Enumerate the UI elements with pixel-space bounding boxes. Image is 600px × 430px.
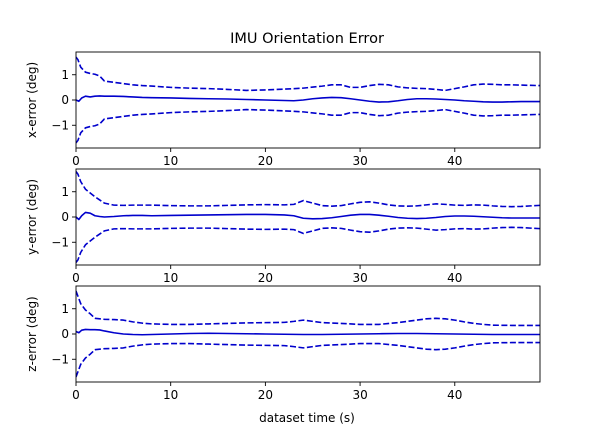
y-series-group	[76, 171, 540, 263]
y-xtick-label: 30	[352, 271, 367, 285]
z-ytick-label: −1	[51, 352, 69, 366]
z-error-panel: 0 10 20 30 40 −1 0 1 z-error (deg)	[25, 285, 541, 402]
y-ytick-label: 1	[61, 185, 69, 199]
z-ytick-label: 1	[61, 302, 69, 316]
x-ytick-label: −1	[51, 118, 69, 132]
x-upper-bound-line	[76, 56, 540, 92]
z-ytick-label: 0	[61, 327, 69, 341]
x-lower-bound-line	[76, 108, 540, 144]
y-xtick-label: 40	[447, 271, 462, 285]
y-estimate-line	[76, 211, 540, 221]
z-xtick-label: 20	[258, 388, 273, 402]
y-xtick-label: 0	[72, 271, 80, 285]
y-xtick-label: 20	[258, 271, 273, 285]
z-series-group	[76, 290, 540, 378]
z-xtick-label: 10	[163, 388, 178, 402]
y-ytick-label: −1	[51, 235, 69, 249]
x-ylabel: x-error (deg)	[25, 62, 39, 138]
x-xtick-label: 20	[258, 154, 273, 168]
z-xtick-label: 40	[447, 388, 462, 402]
x-series-group	[76, 56, 540, 144]
x-error-panel: 0 10 20 30 40 −1 0 1 x-error (deg)	[25, 51, 541, 168]
y-upper-bound-line	[76, 171, 540, 208]
z-xtick-label: 0	[72, 388, 80, 402]
x-xtick-label: 0	[72, 154, 80, 168]
y-lower-bound-line	[76, 226, 540, 263]
y-error-panel: 0 10 20 30 40 −1 0 1 y-error (deg)	[25, 168, 541, 285]
y-ylabel: y-error (deg)	[25, 179, 39, 255]
z-xtick-label: 30	[352, 388, 367, 402]
y-ytick-label: 0	[61, 210, 69, 224]
figure-title: IMU Orientation Error	[230, 31, 384, 47]
x-axis-label: dataset time (s)	[259, 411, 355, 425]
z-upper-bound-line	[76, 290, 540, 327]
z-lower-bound-line	[76, 341, 540, 378]
x-xtick-label: 30	[352, 154, 367, 168]
x-xtick-label: 10	[163, 154, 178, 168]
x-xtick-label: 40	[447, 154, 462, 168]
y-xtick-label: 10	[163, 271, 178, 285]
z-estimate-line	[76, 328, 540, 336]
z-ylabel: z-error (deg)	[25, 296, 39, 371]
x-ytick-label: 0	[61, 93, 69, 107]
x-ytick-label: 1	[61, 68, 69, 82]
x-estimate-line	[76, 95, 540, 103]
